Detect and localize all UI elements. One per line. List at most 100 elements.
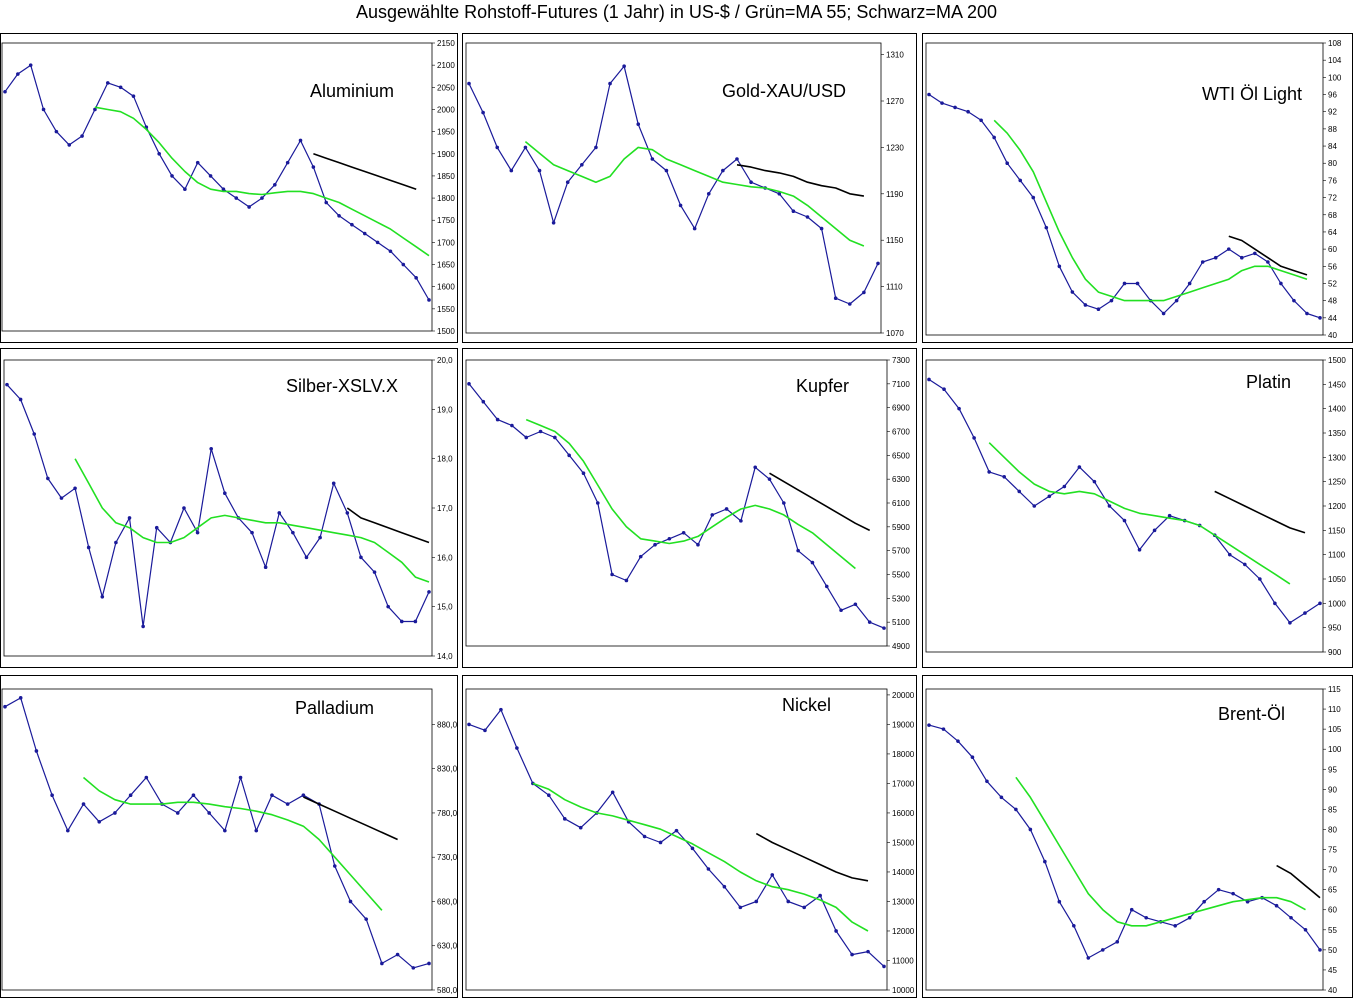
- series-line-ma-200: [755, 832, 869, 882]
- price-point: [195, 530, 200, 535]
- chart-svg-kupfer: 4900 5100 5300 5500 5700 5900 6100 6300 6500 6700…: [462, 348, 917, 668]
- price-point: [3, 704, 7, 709]
- price-point: [636, 122, 641, 126]
- price-point: [1226, 247, 1231, 251]
- chart-title: Silber-XSLV.X: [286, 376, 398, 396]
- price-point: [1292, 298, 1296, 303]
- y-tick-label: 5700: [892, 547, 910, 556]
- y-tick-label: 52: [1328, 279, 1337, 288]
- y-tick-label: 96: [1328, 91, 1337, 100]
- y-tick-label: 1100: [1328, 551, 1346, 560]
- price-point: [18, 696, 23, 700]
- y-tick-label: 5900: [892, 523, 910, 532]
- price-point: [28, 63, 33, 67]
- price-point: [1062, 484, 1067, 489]
- series-line-ma-55: [525, 418, 856, 570]
- y-tick-label: 50: [1328, 946, 1337, 955]
- price-point: [927, 377, 931, 382]
- price-point: [54, 129, 59, 134]
- price-point: [624, 578, 629, 583]
- price-point: [1266, 260, 1270, 264]
- y-tick-label: 100: [1328, 745, 1342, 754]
- price-point: [3, 89, 7, 94]
- price-point: [706, 192, 711, 196]
- chart-svg-palladium: 580,0 630,0 680,0 730,0 780,0 830,0 880,0 Palla…: [0, 675, 458, 998]
- price-point: [348, 899, 353, 904]
- price-point: [1137, 548, 1142, 552]
- plot-area: [925, 359, 1324, 653]
- y-tick-label: 1750: [437, 216, 455, 225]
- price-point: [234, 196, 239, 200]
- y-tick-label: 68: [1328, 211, 1337, 220]
- price-point: [985, 779, 989, 784]
- price-point: [853, 602, 858, 607]
- y-tick-label: 1300: [1328, 453, 1346, 462]
- price-point: [1057, 264, 1062, 269]
- series-line-ma-200: [1276, 864, 1321, 899]
- price-point: [767, 477, 772, 481]
- price-point: [966, 109, 970, 114]
- price-point: [567, 453, 571, 458]
- y-tick-label: 7100: [892, 380, 910, 389]
- series-line-ma-200: [1214, 490, 1306, 534]
- y-tick-label: 65: [1328, 886, 1337, 895]
- chart-panel-silber-xslv-x: 14,0 15,0 16,0 17,0 18,0 19,0 20,0 Silber-XSLV.…: [0, 348, 458, 668]
- price-point: [1017, 489, 1022, 494]
- y-tick-label: 16000: [892, 809, 915, 818]
- price-point: [710, 513, 715, 517]
- y-tick-label: 90: [1328, 785, 1337, 794]
- price-point: [81, 802, 86, 806]
- price-point: [722, 884, 727, 889]
- price-point: [594, 145, 598, 150]
- price-point: [41, 107, 46, 112]
- price-point: [674, 828, 679, 833]
- price-point: [481, 399, 486, 404]
- y-tick-label: 56: [1328, 262, 1337, 271]
- y-tick-label: 1850: [437, 172, 455, 181]
- price-point: [847, 302, 852, 306]
- plot-area: [465, 42, 882, 334]
- series-line-kurs: [468, 65, 879, 305]
- price-point: [595, 501, 600, 505]
- series-line-ma-55: [993, 119, 1308, 302]
- y-tick-label: 11000: [892, 956, 914, 965]
- y-tick-label: 17,0: [437, 504, 453, 513]
- price-point: [1014, 807, 1018, 812]
- price-point: [1318, 601, 1322, 606]
- y-tick-label: 70: [1328, 866, 1337, 875]
- price-point: [16, 72, 20, 76]
- price-point: [721, 168, 725, 173]
- price-point: [692, 226, 697, 231]
- y-tick-label: 5500: [892, 571, 910, 580]
- price-point: [622, 64, 626, 68]
- price-point: [118, 85, 123, 90]
- y-tick-label: 6900: [892, 404, 910, 413]
- y-tick-label: 55: [1328, 926, 1337, 935]
- y-tick-label: 1070: [886, 329, 904, 338]
- price-point: [483, 728, 487, 733]
- y-tick-label: 12000: [892, 927, 915, 936]
- y-tick-label: 44: [1328, 314, 1337, 323]
- price-point: [86, 545, 91, 550]
- price-point: [1253, 251, 1257, 256]
- y-tick-label: 1650: [437, 261, 455, 270]
- price-point: [551, 221, 556, 225]
- price-point: [182, 506, 186, 510]
- series-line-ma-55: [1015, 776, 1306, 927]
- y-tick-label: 1310: [886, 51, 904, 60]
- series-line-ma-200: [1228, 235, 1308, 276]
- price-point: [291, 530, 295, 535]
- y-tick-label: 88: [1328, 125, 1337, 134]
- chart-panel-kupfer: 4900 5100 5300 5500 5700 5900 6100 6300 6500 6700…: [462, 348, 917, 668]
- y-tick-label: 45: [1328, 966, 1337, 975]
- price-point: [667, 536, 672, 541]
- price-point: [495, 145, 500, 150]
- y-tick-label: 100: [1328, 73, 1342, 82]
- chart-panel-wti-ol-light: 40 44 48 52 56 60 64 68 72 76 80 84 88 92 96 100 104 108 W…: [922, 33, 1353, 343]
- y-tick-label: 10000: [892, 986, 915, 995]
- series-line-kurs: [468, 709, 885, 967]
- price-point: [183, 187, 187, 192]
- price-point: [399, 619, 404, 624]
- price-point: [1274, 903, 1279, 908]
- y-tick-label: 580,0: [437, 986, 458, 995]
